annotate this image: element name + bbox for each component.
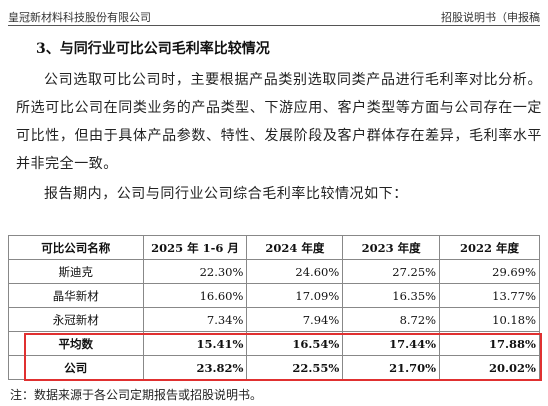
paragraph-table-lead: 报告期内，公司与同行业公司综合毛利率比较情况如下： bbox=[44, 186, 408, 202]
value-cell: 16.60% bbox=[142, 283, 248, 308]
header-divider bbox=[8, 25, 540, 26]
value-cell: 27.25% bbox=[342, 259, 441, 284]
table-header-cell: 可比公司名称 bbox=[8, 235, 144, 260]
value-cell: 17.88% bbox=[439, 331, 540, 356]
average-row: 平均数 15.41% 16.54% 17.44% 17.88% bbox=[8, 331, 540, 356]
value-cell: 8.72% bbox=[342, 307, 441, 332]
value-cell: 16.35% bbox=[342, 283, 441, 308]
value-cell: 7.94% bbox=[246, 307, 344, 332]
value-cell: 24.60% bbox=[246, 259, 344, 284]
header-company: 皇冠新材料科技股份有限公司 bbox=[8, 11, 151, 24]
value-cell: 22.30% bbox=[142, 259, 248, 284]
value-cell: 29.69% bbox=[439, 259, 540, 284]
value-cell: 10.18% bbox=[439, 307, 540, 332]
table-header-row: 可比公司名称 2025 年 1-6 月 2024 年度 2023 年度 2022… bbox=[8, 235, 540, 260]
value-cell: 15.41% bbox=[142, 331, 248, 356]
company-name-cell: 永冠新材 bbox=[8, 307, 144, 332]
table-header-cell: 2024 年度 bbox=[246, 235, 344, 260]
company-name-cell: 斯迪克 bbox=[8, 259, 144, 284]
average-label-cell: 平均数 bbox=[8, 331, 144, 356]
value-cell: 7.34% bbox=[142, 307, 248, 332]
value-cell: 17.09% bbox=[246, 283, 344, 308]
value-cell: 23.82% bbox=[142, 355, 248, 380]
company-label-cell: 公司 bbox=[8, 355, 144, 380]
table-header-cell: 2025 年 1-6 月 bbox=[142, 235, 248, 260]
gross-margin-comparison-table: 可比公司名称 2025 年 1-6 月 2024 年度 2023 年度 2022… bbox=[8, 235, 540, 380]
paragraph-intro: 公司选取可比公司时，主要根据产品类别选取同类产品进行毛利率对比分析。所选可比公司… bbox=[16, 72, 542, 172]
value-cell: 13.77% bbox=[439, 283, 540, 308]
value-cell: 17.44% bbox=[342, 331, 441, 356]
value-cell: 20.02% bbox=[439, 355, 540, 380]
value-cell: 21.70% bbox=[342, 355, 441, 380]
table-row: 斯迪克 22.30% 24.60% 27.25% 29.69% bbox=[8, 259, 540, 284]
value-cell: 22.55% bbox=[246, 355, 344, 380]
value-cell: 16.54% bbox=[246, 331, 344, 356]
company-name-cell: 晶华新材 bbox=[8, 283, 144, 308]
header-doc-type: 招股说明书（申报稿 bbox=[441, 11, 540, 24]
table-header-cell: 2023 年度 bbox=[342, 235, 441, 260]
table-row: 永冠新材 7.34% 7.94% 8.72% 10.18% bbox=[8, 307, 540, 332]
page-header: 皇冠新材料科技股份有限公司 招股说明书（申报稿 bbox=[8, 6, 540, 26]
table-header-cell: 2022 年度 bbox=[439, 235, 540, 260]
company-row: 公司 23.82% 22.55% 21.70% 20.02% bbox=[8, 355, 540, 380]
section-title: 3、与同行业可比公司毛利率比较情况 bbox=[36, 41, 270, 57]
table-footnote: 注：数据来源于各公司定期报告或招股说明书。 bbox=[10, 388, 263, 402]
table-row: 晶华新材 16.60% 17.09% 16.35% 13.77% bbox=[8, 283, 540, 308]
